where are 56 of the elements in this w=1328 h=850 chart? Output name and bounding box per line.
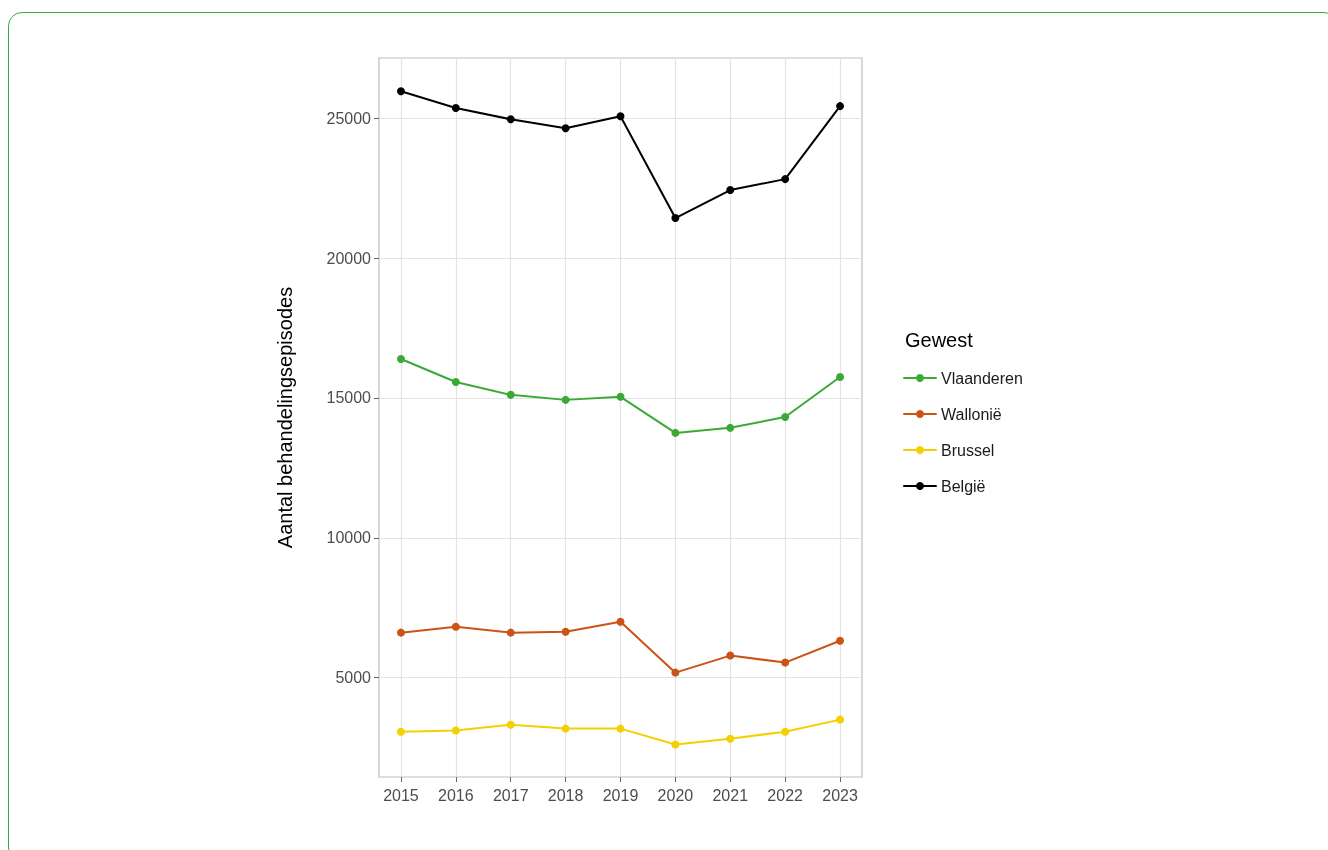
x-tick-label: 2016 — [438, 786, 474, 804]
point — [726, 186, 735, 195]
legend-label: Vlaanderen — [941, 369, 1023, 387]
point — [781, 658, 790, 667]
y-tick-label: 10000 — [326, 529, 372, 547]
legend-label: Brussel — [941, 441, 995, 459]
point — [451, 726, 460, 735]
point — [781, 727, 790, 736]
x-tick-label: 2020 — [657, 786, 694, 804]
point — [396, 355, 405, 364]
legend-label: België — [941, 477, 986, 495]
point — [451, 377, 460, 386]
point — [451, 104, 460, 113]
legend-label: Wallonië — [941, 405, 1002, 423]
point — [506, 115, 515, 124]
point — [781, 412, 790, 421]
point — [836, 372, 845, 381]
x-tick-label: 2021 — [712, 786, 749, 804]
point — [781, 175, 790, 184]
point — [396, 727, 405, 736]
point — [671, 214, 680, 223]
point — [451, 622, 460, 631]
point — [671, 740, 680, 749]
point — [836, 715, 845, 724]
x-tick-label: 2019 — [602, 786, 639, 804]
y-axis-title: Aantal behandelingsepisodes — [274, 286, 296, 549]
y-tick-label: 5000 — [335, 669, 372, 687]
point — [506, 628, 515, 637]
point — [561, 124, 570, 133]
point — [616, 392, 625, 401]
point — [726, 423, 735, 432]
y-tick-label: 15000 — [326, 389, 372, 407]
point — [836, 636, 845, 645]
point — [616, 617, 625, 626]
point — [671, 428, 680, 437]
y-tick-label: 25000 — [326, 109, 372, 127]
x-tick-label: 2018 — [547, 786, 584, 804]
x-tick-label: 2022 — [767, 786, 804, 804]
point — [506, 720, 515, 729]
x-tick-label: 2017 — [492, 786, 529, 804]
x-tick-label: 2023 — [822, 786, 858, 804]
point — [561, 724, 570, 733]
legend-title: Gewest — [905, 329, 974, 351]
point — [396, 628, 405, 637]
point — [561, 395, 570, 404]
y-tick-label: 20000 — [326, 249, 372, 267]
point — [616, 724, 625, 733]
point — [671, 668, 680, 677]
point — [836, 102, 845, 111]
point — [726, 651, 735, 660]
point — [616, 112, 625, 121]
point — [396, 87, 405, 96]
x-tick-label: 2015 — [383, 786, 419, 804]
point — [561, 627, 570, 636]
point — [506, 390, 515, 399]
point — [726, 734, 735, 743]
